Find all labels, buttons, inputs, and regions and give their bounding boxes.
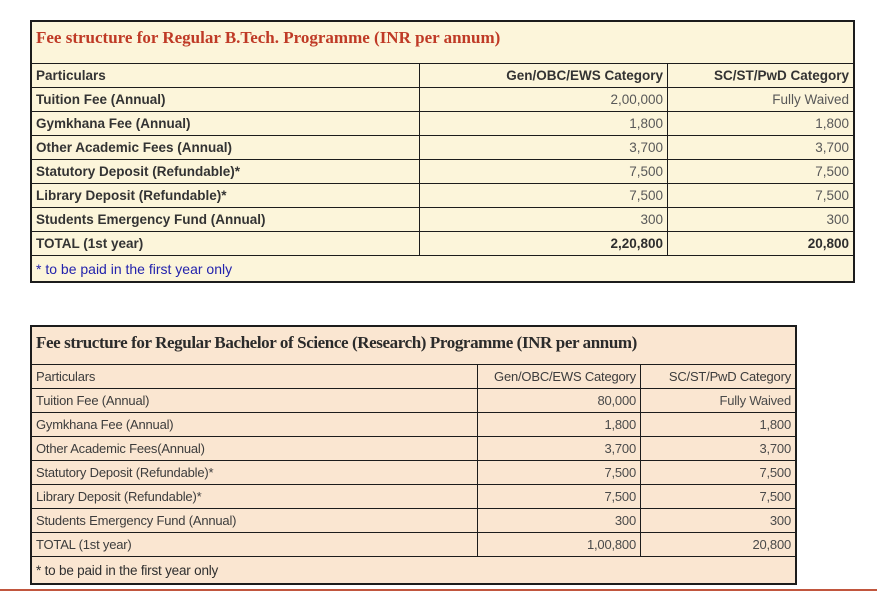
row-label: Gymkhana Fee (Annual) <box>32 112 420 135</box>
row-value-sc: 7,500 <box>759 465 791 480</box>
row-label: Library Deposit (Refundable)* <box>32 184 420 207</box>
row-label: Students Emergency Fund (Annual) <box>32 509 478 532</box>
table-row: Statutory Deposit (Refundable)* 7,500 7,… <box>32 461 795 485</box>
row-label: Statutory Deposit (Refundable)* <box>32 461 478 484</box>
table-row: Gymkhana Fee (Annual) 1,800 1,800 <box>32 413 795 437</box>
row-value-sc: 7,500 <box>815 188 849 203</box>
table-footnote: * to be paid in the first year only <box>36 562 219 578</box>
row-value-gen: 1,800 <box>420 112 668 135</box>
row-value-sc: 7,500 <box>815 164 849 179</box>
table-row: Tuition Fee (Annual) 2,00,000 Fully Waiv… <box>32 88 853 112</box>
row-value-sc-total: 20,800 <box>807 236 849 251</box>
row-value-gen: 3,700 <box>478 437 641 460</box>
row-label: Other Academic Fees(Annual) <box>32 437 478 460</box>
row-label: Tuition Fee (Annual) <box>32 389 478 412</box>
row-value-sc: Fully Waived <box>719 393 791 408</box>
table-row: Library Deposit (Refundable)* 7,500 7,50… <box>32 184 853 208</box>
row-value-sc: 7,500 <box>759 489 791 504</box>
table-row: Gymkhana Fee (Annual) 1,800 1,800 <box>32 112 853 136</box>
column-header-sc-st-pwd: SC/ST/PwD Category <box>713 68 849 83</box>
row-label: Library Deposit (Refundable)* <box>32 485 478 508</box>
row-value-sc: 3,700 <box>759 441 791 456</box>
row-label: Gymkhana Fee (Annual) <box>32 413 478 436</box>
row-label-total: TOTAL (1st year) <box>32 232 420 255</box>
row-label: Students Emergency Fund (Annual) <box>32 208 420 231</box>
row-value-gen: 7,500 <box>478 461 641 484</box>
page-bottom-divider <box>0 589 877 591</box>
column-header-particulars: Particulars <box>32 64 420 87</box>
row-label-total: TOTAL (1st year) <box>32 533 478 556</box>
row-value-gen: 3,700 <box>420 136 668 159</box>
row-value-gen: 7,500 <box>478 485 641 508</box>
row-value-sc: 1,800 <box>815 116 849 131</box>
row-value-gen: 7,500 <box>420 160 668 183</box>
row-value-gen: 300 <box>420 208 668 231</box>
column-header-particulars: Particulars <box>32 365 478 388</box>
table-row: Other Academic Fees(Annual) 3,700 3,700 <box>32 437 795 461</box>
table-footnote: * to be paid in the first year only <box>36 260 233 277</box>
table-row: Students Emergency Fund (Annual) 300 300 <box>32 208 853 232</box>
fee-table-bsc-research: Fee structure for Regular Bachelor of Sc… <box>30 325 797 585</box>
table-row: Students Emergency Fund (Annual) 300 300 <box>32 509 795 533</box>
row-label: Statutory Deposit (Refundable)* <box>32 160 420 183</box>
row-value-gen: 7,500 <box>420 184 668 207</box>
table-row-total: TOTAL (1st year) 1,00,800 20,800 <box>32 533 795 557</box>
row-label: Other Academic Fees (Annual) <box>32 136 420 159</box>
row-value-sc: 1,800 <box>759 417 791 432</box>
row-value-gen: 2,00,000 <box>420 88 668 111</box>
column-header-sc-st-pwd: SC/ST/PwD Category <box>668 369 791 384</box>
table-row: Statutory Deposit (Refundable)* 7,500 7,… <box>32 160 853 184</box>
row-value-sc: 3,700 <box>815 140 849 155</box>
table-row: Library Deposit (Refundable)* 7,500 7,50… <box>32 485 795 509</box>
row-value-sc: 300 <box>826 212 849 227</box>
table-row: Other Academic Fees (Annual) 3,700 3,700 <box>32 136 853 160</box>
row-value-sc: 300 <box>769 513 791 528</box>
row-label: Tuition Fee (Annual) <box>32 88 420 111</box>
row-value-gen: 1,800 <box>478 413 641 436</box>
row-value-sc: Fully Waived <box>772 92 849 107</box>
table-title-bsc: Fee structure for Regular Bachelor of Sc… <box>32 327 795 365</box>
fee-table-btech: Fee structure for Regular B.Tech. Progra… <box>30 20 855 283</box>
row-value-gen-total: 2,20,800 <box>420 232 668 255</box>
row-value-gen-total: 1,00,800 <box>478 533 641 556</box>
row-value-gen: 80,000 <box>478 389 641 412</box>
column-header-gen-obc-ews: Gen/OBC/EWS Category <box>420 64 668 87</box>
table-title-btech: Fee structure for Regular B.Tech. Progra… <box>32 22 853 64</box>
table-header-row: Particulars Gen/OBC/EWS Category SC/ST/P… <box>32 365 795 389</box>
column-header-gen-obc-ews: Gen/OBC/EWS Category <box>478 365 641 388</box>
table-row-total: TOTAL (1st year) 2,20,800 20,800 <box>32 232 853 256</box>
row-value-sc-total: 20,800 <box>752 537 791 552</box>
table-header-row: Particulars Gen/OBC/EWS Category SC/ST/P… <box>32 64 853 88</box>
table-row: Tuition Fee (Annual) 80,000 Fully Waived <box>32 389 795 413</box>
row-value-gen: 300 <box>478 509 641 532</box>
